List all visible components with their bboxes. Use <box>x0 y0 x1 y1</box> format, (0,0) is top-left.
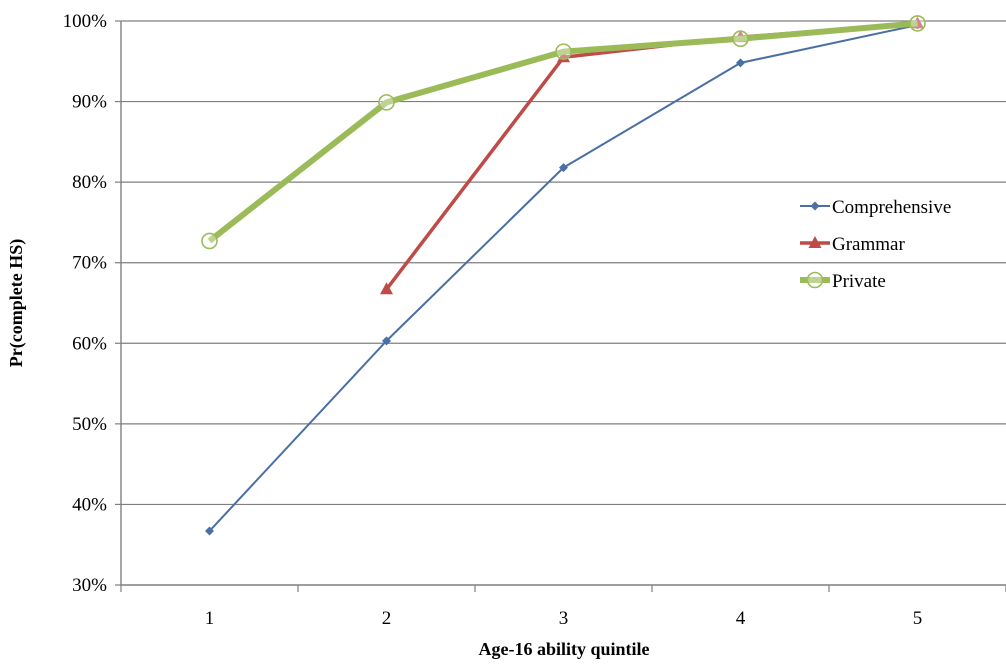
x-axis-ticks: 1 2 3 4 5 <box>120 585 1006 629</box>
y-tick-label: 40% <box>72 494 107 515</box>
x-tick-label: 3 <box>559 608 569 629</box>
legend-marker <box>810 201 820 211</box>
data-point <box>555 43 572 60</box>
gridlines <box>121 20 1006 506</box>
legend-label: Comprehensive <box>832 197 951 218</box>
x-tick-label: 4 <box>736 608 746 629</box>
axes <box>120 21 1006 586</box>
data-point <box>378 94 395 111</box>
x-tick-label: 2 <box>382 608 392 629</box>
y-tick-label: 50% <box>72 414 107 435</box>
y-tick-label: 100% <box>63 11 108 32</box>
data-point <box>559 163 568 173</box>
legend-label: Private <box>832 271 886 292</box>
legend-item: Grammar <box>800 234 905 255</box>
y-axis-ticks: 30% 40% 50% 60% 70% 80% 90% 100% <box>63 11 121 596</box>
legend-marker <box>808 236 822 248</box>
y-tick-label: 70% <box>72 253 107 274</box>
data-point <box>205 526 214 536</box>
x-axis-title: Age-16 ability quintile <box>478 639 649 659</box>
series-private <box>201 15 926 250</box>
legend-item: Comprehensive <box>800 197 951 218</box>
x-tick-label: 1 <box>205 608 215 629</box>
series-line <box>207 20 918 244</box>
data-point <box>736 58 745 68</box>
y-tick-label: 30% <box>72 575 107 596</box>
x-tick-label: 5 <box>913 608 923 629</box>
legend: Comprehensive Grammar Private <box>800 197 951 292</box>
data-point <box>380 282 393 295</box>
data-point <box>909 15 926 32</box>
legend-item: Private <box>800 271 886 292</box>
series-group <box>201 15 926 536</box>
y-tick-label: 90% <box>72 92 107 113</box>
data-point <box>732 30 749 48</box>
data-point <box>557 50 570 63</box>
y-tick-label: 80% <box>72 172 107 193</box>
data-point <box>201 232 218 250</box>
legend-label: Grammar <box>832 234 905 255</box>
y-axis-title: Pr(complete HS) <box>6 239 27 367</box>
data-point <box>382 336 391 346</box>
legend-marker <box>806 271 824 289</box>
y-tick-label: 60% <box>72 333 107 354</box>
